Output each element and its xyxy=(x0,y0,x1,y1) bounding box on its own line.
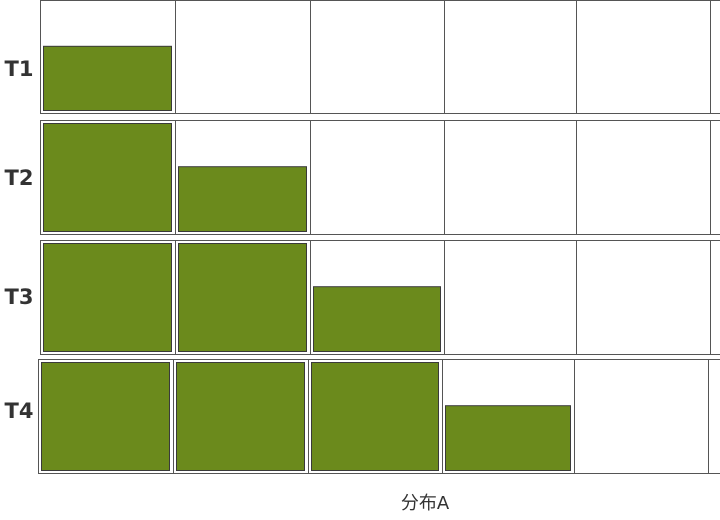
bar-t4-col4 xyxy=(446,406,571,471)
row-label-t4: T4 xyxy=(5,399,34,423)
bar-t1-col1 xyxy=(44,46,172,110)
bar-t4-col1 xyxy=(42,363,170,471)
bar-t4-col2 xyxy=(177,363,305,471)
label-layer: T1 T2 T3 T4 xyxy=(5,57,34,423)
bar-t2-col1 xyxy=(44,124,172,232)
row-label-t3: T3 xyxy=(5,285,34,309)
row-label-t1: T1 xyxy=(5,57,34,81)
bar-t3-col2 xyxy=(179,244,307,352)
row-label-t2: T2 xyxy=(5,166,34,190)
bar-t2-col2 xyxy=(179,167,307,232)
bar-t3-col3 xyxy=(314,287,441,352)
bar-t3-col1 xyxy=(44,244,172,352)
bar-t4-col3 xyxy=(312,363,439,471)
x-axis-label: 分布A xyxy=(401,493,450,514)
